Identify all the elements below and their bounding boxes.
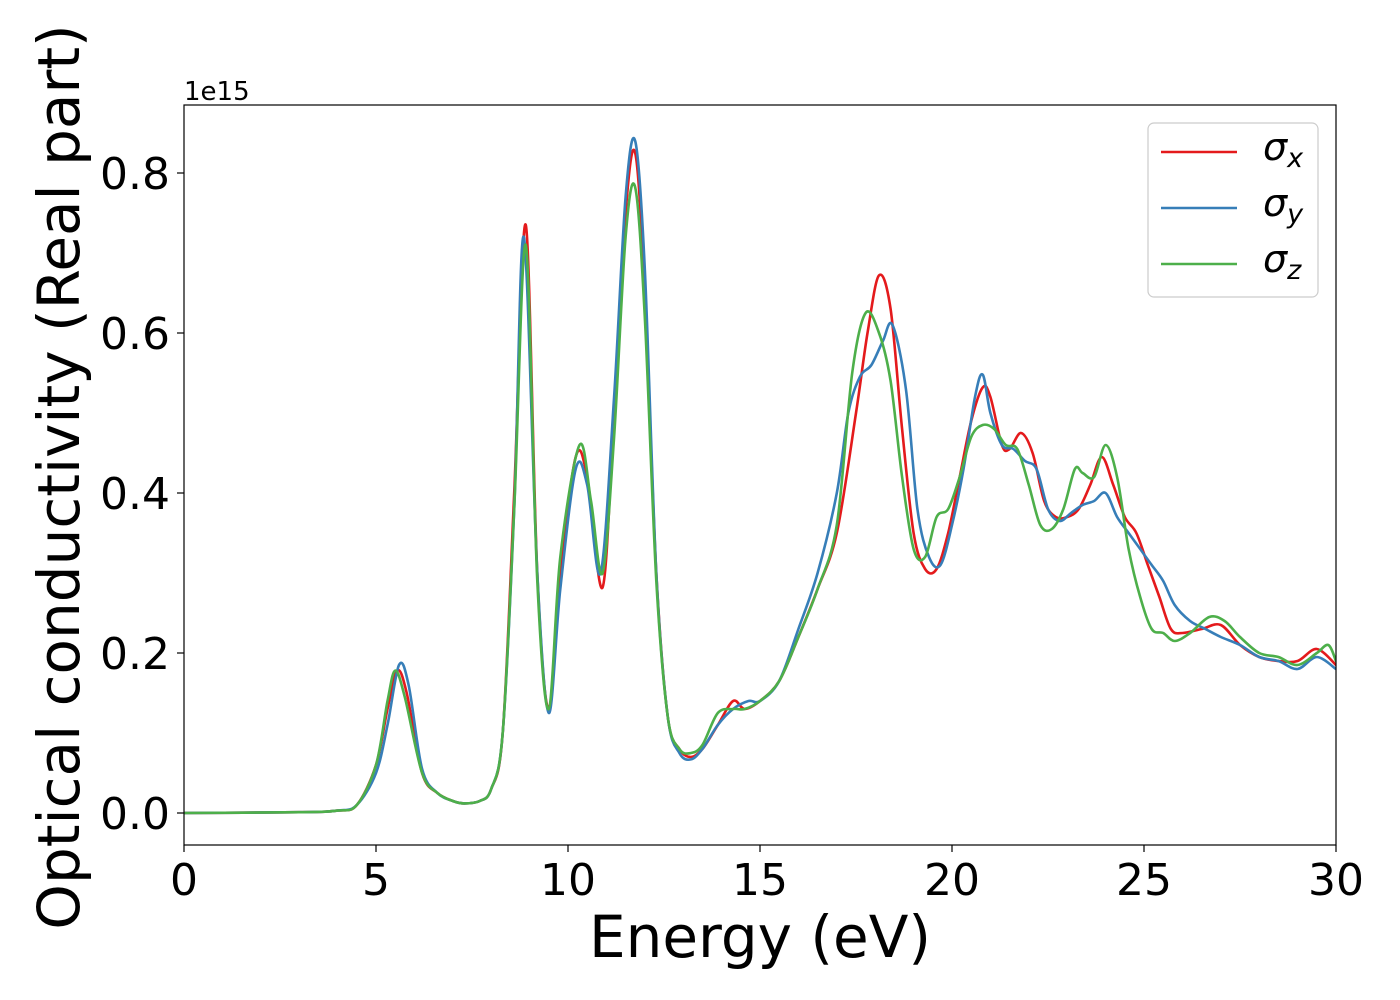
legend-label-x: σx bbox=[1263, 125, 1304, 174]
y-tick-label: 0.0 bbox=[100, 789, 170, 840]
x-tick-label: 0 bbox=[170, 855, 198, 906]
legend-label-subscript: z bbox=[1286, 255, 1302, 286]
legend-label-symbol: σ bbox=[1263, 125, 1289, 169]
series-lines bbox=[184, 137, 1336, 815]
x-tick-label: 25 bbox=[1116, 855, 1172, 906]
x-axis-ticks: 0 5 10 15 20 25 30 bbox=[170, 845, 1364, 906]
x-axis-label: Energy (eV) bbox=[589, 903, 931, 971]
x-tick-label: 5 bbox=[362, 855, 390, 906]
legend-box bbox=[1147, 122, 1319, 298]
x-tick-label: 20 bbox=[924, 855, 980, 906]
y-tick-label: 0.8 bbox=[100, 149, 170, 200]
y-axis-ticks: 0.0 0.2 0.4 0.6 0.8 bbox=[100, 149, 184, 840]
plot-background bbox=[184, 105, 1336, 845]
y-axis-label: Optical conductivity (Real part) bbox=[25, 24, 93, 929]
legend-label-symbol: σ bbox=[1263, 181, 1289, 225]
y-tick-label: 0.6 bbox=[100, 309, 170, 360]
x-tick-label: 15 bbox=[732, 855, 788, 906]
y-tick-label: 0.2 bbox=[100, 629, 170, 680]
legend-label-symbol: σ bbox=[1263, 237, 1289, 281]
x-tick-label: 10 bbox=[540, 855, 596, 906]
legend-label-subscript: x bbox=[1286, 143, 1304, 174]
y-tick-label: 0.4 bbox=[100, 469, 170, 520]
legend-label-y: σy bbox=[1263, 181, 1304, 230]
legend-label-subscript: y bbox=[1286, 199, 1304, 230]
y-offset-label: 1e15 bbox=[184, 77, 250, 107]
x-tick-label: 30 bbox=[1308, 855, 1364, 906]
series-line-z bbox=[184, 182, 1336, 815]
legend-label-z: σz bbox=[1263, 237, 1302, 286]
